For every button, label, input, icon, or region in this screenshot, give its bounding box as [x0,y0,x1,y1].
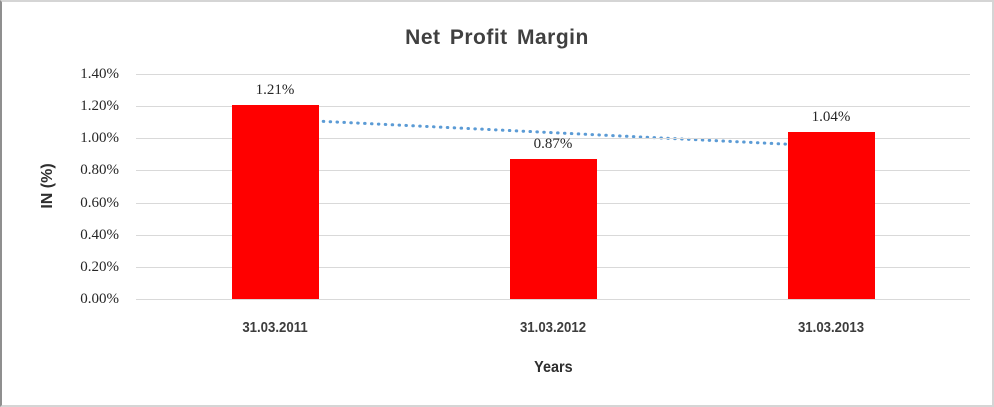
gridline [136,138,970,140]
x-axis-title: Years [136,359,970,377]
x-axis-tick-labels: 31.03.2011 31.03.2012 31.03.2013 [136,319,970,339]
x-axis-title-text: Years [533,359,573,376]
y-tick-label: 0.60% [80,194,119,211]
trendline [273,117,833,148]
y-tick-label: 0.20% [80,258,119,275]
data-label: 1.04% [811,108,851,125]
chart-title: Net Profit Margin [405,26,589,49]
y-tick-label: 1.40% [80,66,119,82]
bar-31.03.2011 [231,104,319,299]
data-label: 1.21% [255,81,295,98]
y-tick-label: 0.40% [80,226,119,243]
data-label: 0.87% [533,136,573,153]
plot-area: 1.21% 0.87% 1.04% [136,74,970,300]
y-axis-tick-labels: 1.40% 1.20% 1.00% 0.80% 0.60% 0.40% 0.20% 0.00% [2,66,119,307]
bar-31.03.2012 [509,159,597,299]
gridline [136,106,970,108]
x-tick-label: 31.03.2012 [519,319,587,336]
x-tick-label: 31.03.2013 [797,319,865,336]
bar-31.03.2013 [787,131,875,299]
y-tick-label: 0.00% [80,291,119,307]
y-tick-label: 0.80% [80,162,119,179]
gridline [136,74,970,75]
y-tick-label: 1.00% [80,130,119,147]
gridline [136,299,970,300]
x-tick-label: 31.03.2011 [242,319,308,336]
y-tick-label: 1.20% [80,98,119,115]
